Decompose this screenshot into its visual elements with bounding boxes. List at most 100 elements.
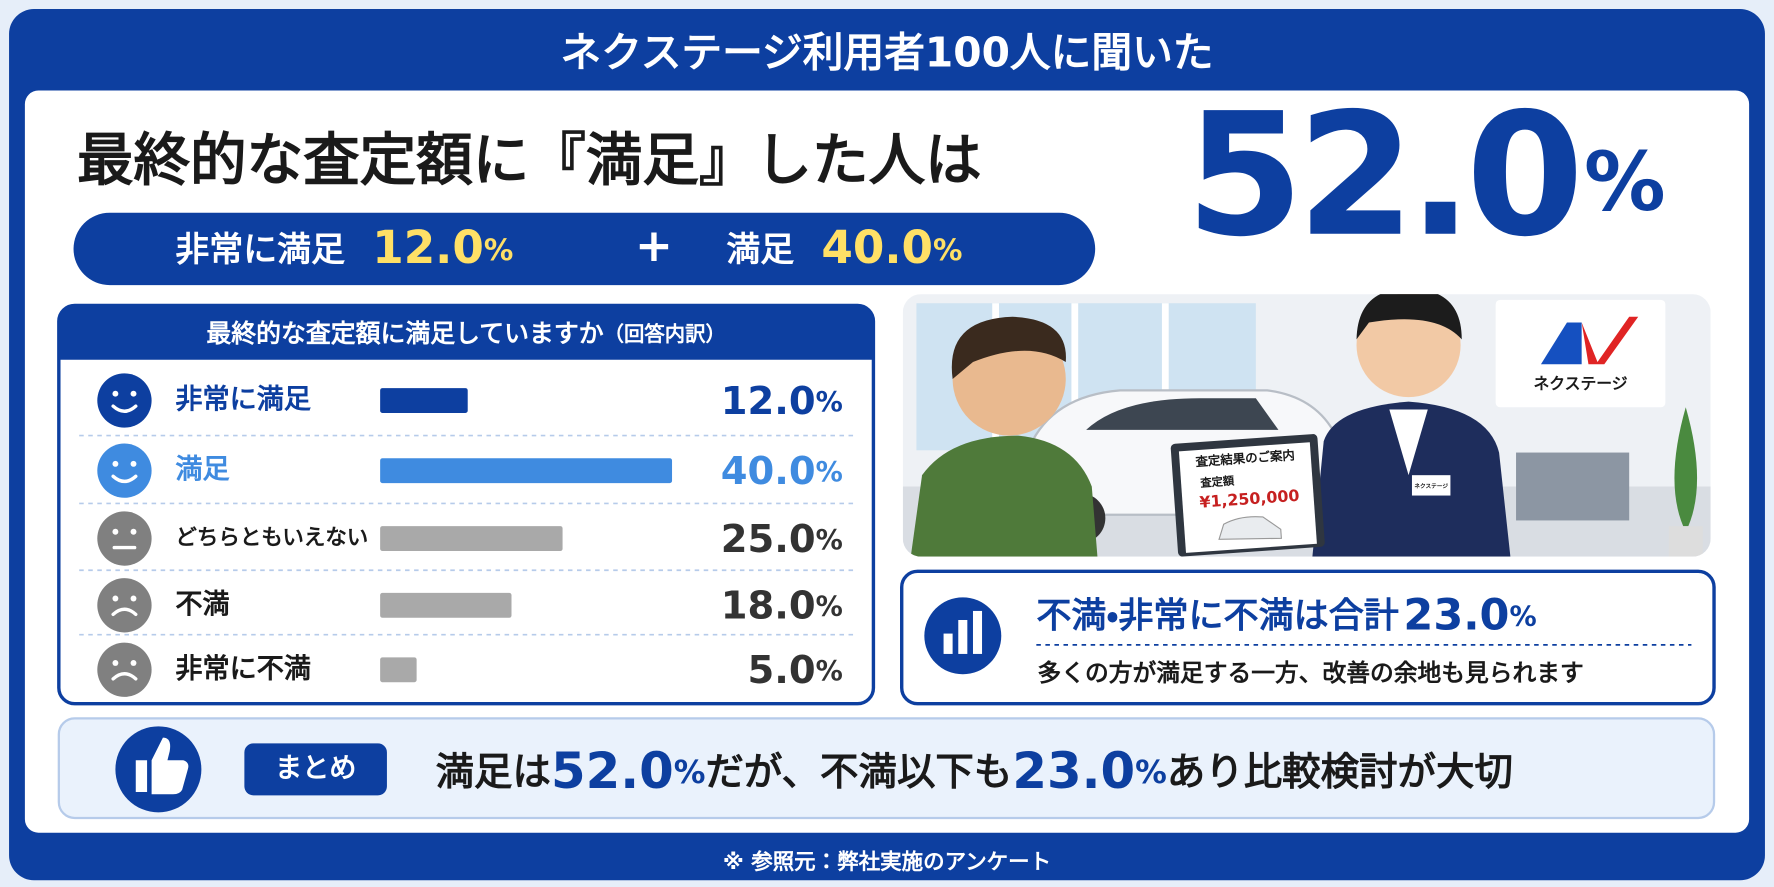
face-eye [130, 528, 137, 535]
pill-content: 非常に満足 12.0% 満足 40.0% + [175, 219, 962, 274]
summary-plain: あり比較検討が大切 [1167, 749, 1513, 794]
face-icon [97, 443, 152, 498]
value-number: 12.0 [721, 378, 816, 423]
value-unit: % [816, 386, 843, 417]
face-eye [112, 460, 119, 467]
illustration: ネクステージ ネクステージ 査定結果のご案内 査定額 ¥1,250,000 [902, 294, 1711, 557]
pill-unit: % [933, 233, 962, 267]
value-unit: % [816, 524, 843, 555]
value-number: 18.0 [721, 583, 816, 628]
face-eye [112, 595, 119, 602]
headline-text: 最終的な査定額に『満足』した人は [77, 128, 982, 194]
category-label: 非常に満足 [175, 384, 312, 415]
document-car [1218, 516, 1282, 540]
plant [1674, 407, 1698, 532]
pill-value: 40.0 [821, 221, 933, 274]
face-icon [97, 511, 152, 566]
stat-line: 不満・非常に不満は合計 23.0% [1036, 590, 1536, 640]
name-badge [1411, 475, 1451, 496]
summary-number: 52.0 [551, 741, 674, 799]
summary-plain: だが、不満以下も [705, 749, 1012, 794]
value-label: 5.0% [748, 648, 843, 693]
face-eye [130, 390, 137, 397]
footer-note: ※ 参照元：弊社実施のアンケート [723, 849, 1051, 875]
document-title: 査定結果のご案内 [1194, 447, 1295, 469]
value-label: 40.0% [721, 448, 843, 493]
value-label: 18.0% [721, 583, 843, 628]
chart-title-main: 最終的な査定額に満足していますか [206, 319, 603, 348]
salesman-suit [1312, 401, 1511, 557]
value-number: 40.0 [721, 448, 816, 493]
face-icon [97, 578, 152, 633]
pill-unit: % [484, 233, 513, 267]
document-label: 査定額 [1200, 473, 1235, 489]
stat-value: 23.0 [1403, 590, 1509, 640]
pill-value: 12.0 [372, 221, 484, 274]
breakdown-header [58, 305, 874, 360]
header-title: ネクステージ利用者100人に聞いた [560, 28, 1213, 76]
summary-tag-bg [244, 743, 387, 796]
stat-icon-bar [943, 633, 953, 654]
stat-note: 多くの方が満足する一方、改善の余地も見られます [1037, 659, 1583, 687]
bar [380, 526, 563, 551]
salesman-shirt [1389, 409, 1428, 476]
chart-subtitle: （回答内訳） [604, 322, 726, 346]
value-label: 25.0% [721, 516, 843, 561]
car-window [1086, 398, 1279, 430]
face-icon [97, 642, 152, 697]
chart-rows: 非常に満足 12.0% 満足 40.0% どちらともいえない 25.0% 不満 18.0% 非常… [79, 373, 855, 697]
bar [380, 657, 417, 683]
face-eye [130, 595, 137, 602]
salesman-hair [1356, 294, 1462, 340]
pill-item: 満足 40.0% [726, 221, 962, 274]
stat-icon-bar [972, 610, 983, 654]
stat-icon-bar [958, 619, 968, 654]
breakdown-pill [73, 212, 1096, 286]
face-eye [130, 660, 137, 666]
category-label: 満足 [175, 454, 230, 485]
summary-number: 23.0 [1012, 741, 1135, 799]
headline-value: 52.0 [1186, 77, 1578, 275]
pill-label: 非常に満足 [175, 230, 345, 270]
value-number: 5.0 [748, 648, 816, 693]
summary-plain: 満足は [436, 749, 551, 794]
summary-unit: % [1135, 755, 1167, 791]
value-label: 12.0% [721, 378, 843, 423]
face-eye [112, 528, 119, 535]
headline-unit: % [1584, 135, 1666, 230]
face-eye [112, 390, 119, 397]
bar [380, 458, 673, 484]
value-unit: % [816, 656, 843, 687]
summary-tag: まとめ [275, 753, 356, 784]
document: 査定結果のご案内 査定額 ¥1,250,000 [1170, 434, 1325, 557]
brand-logo [1540, 322, 1582, 365]
breakdown-panel [57, 303, 876, 706]
pill-item: 非常に満足 12.0% [175, 221, 513, 274]
customer-shirt [910, 435, 1098, 557]
pill-label: 満足 [726, 230, 794, 270]
summary-unit: % [674, 755, 706, 791]
thumb-icon-shape [135, 737, 189, 795]
customer-hair [951, 316, 1066, 380]
summary-box [57, 717, 1716, 820]
bar [380, 388, 468, 413]
value-number: 25.0 [721, 516, 816, 561]
face-mouth [111, 404, 138, 413]
face-eye [130, 460, 137, 467]
face-mouth [111, 474, 138, 484]
bar [380, 592, 512, 618]
face-eye [112, 660, 119, 666]
stat-box [900, 569, 1716, 706]
desk [1516, 452, 1630, 521]
headline-figure: 52.0% [1186, 77, 1666, 275]
paper [1178, 442, 1317, 553]
stat-text: 不満・非常に不満は合計 [1036, 596, 1399, 637]
face-mouth [111, 607, 138, 617]
value-unit: % [816, 591, 843, 622]
brand-logo [1581, 316, 1639, 365]
chart-title: 最終的な査定額に満足していますか（回答内訳） [206, 319, 725, 348]
stat-unit: % [1509, 601, 1536, 632]
